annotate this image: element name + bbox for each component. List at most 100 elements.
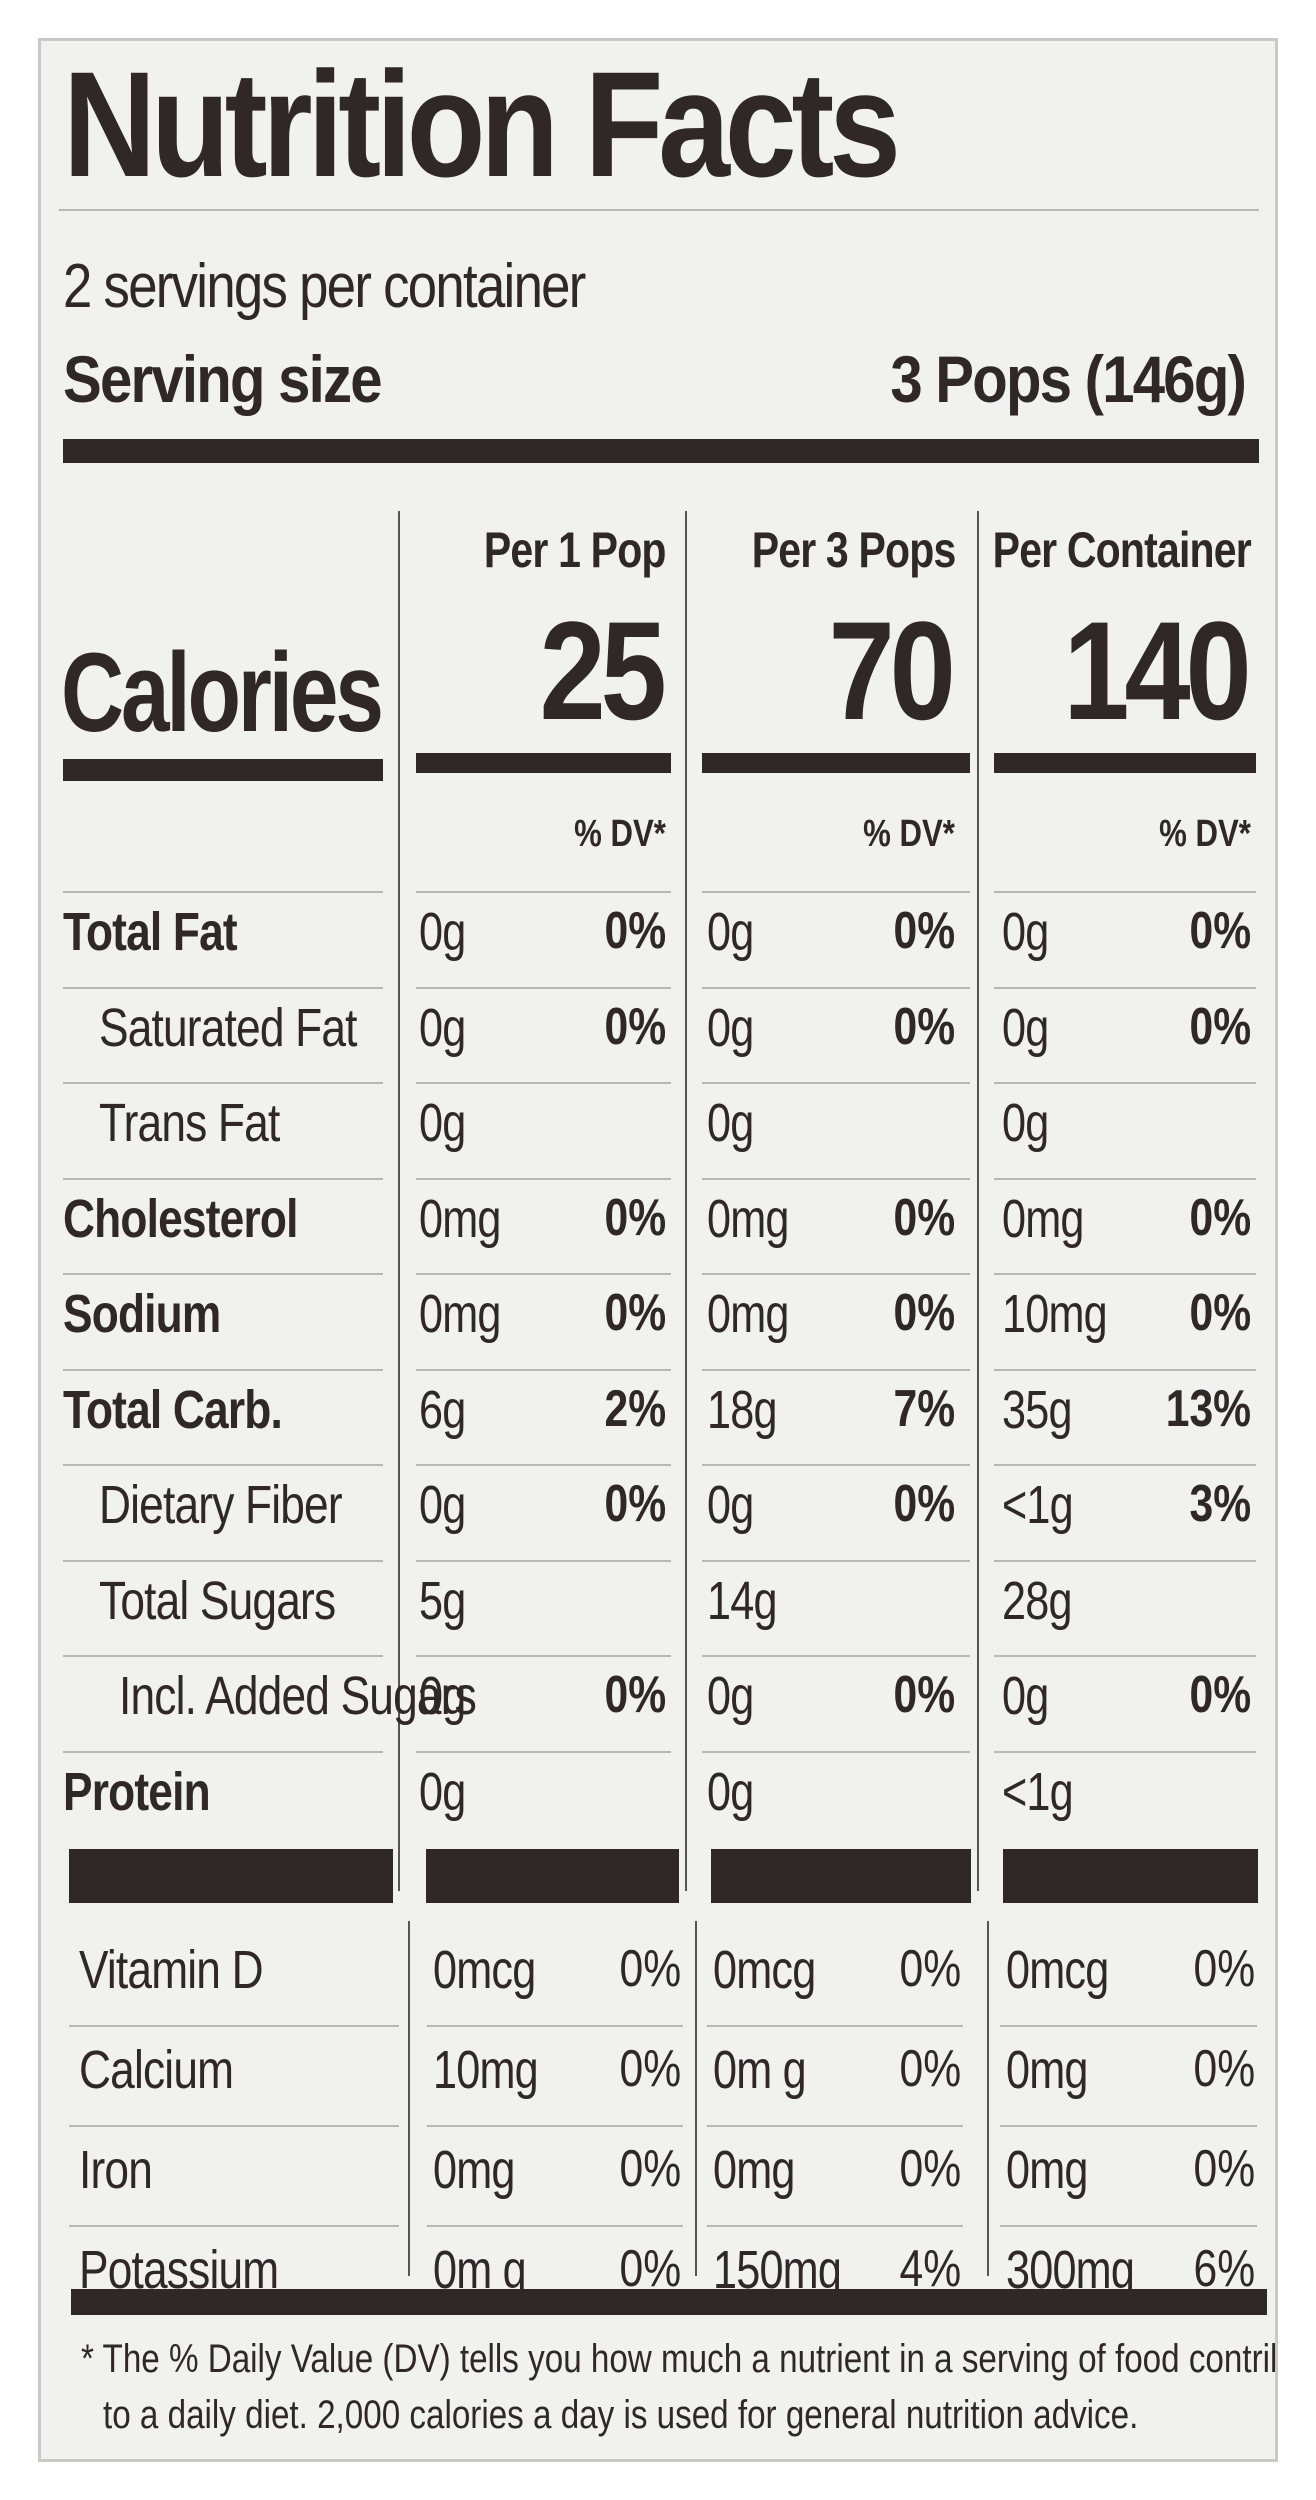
vitamin-name: Calcium bbox=[79, 2040, 234, 2100]
row-divider bbox=[416, 986, 671, 989]
nutrient-amount: 6g bbox=[419, 1379, 466, 1440]
nutrient-name: Saturated Fat bbox=[99, 997, 357, 1058]
column-header: Per 1 Pop bbox=[484, 522, 667, 578]
nutrient-name: Trans Fat bbox=[99, 1093, 280, 1153]
row-divider bbox=[994, 1177, 1256, 1180]
column-divider bbox=[977, 511, 979, 1891]
nutrient-amount: 14g bbox=[707, 1570, 777, 1631]
nutrient-name: Total Carb. bbox=[63, 1379, 283, 1440]
nutrient-amount: <1g bbox=[1002, 1761, 1074, 1822]
nutrient-dv: 0% bbox=[604, 902, 666, 960]
vitamin-section-bar bbox=[711, 1849, 971, 1903]
vitamin-dv: 0% bbox=[899, 2040, 961, 2098]
vitamin-dv: 6% bbox=[1193, 2240, 1255, 2298]
row-divider bbox=[427, 2225, 683, 2227]
nutrient-amount: 18g bbox=[707, 1379, 777, 1440]
nutrient-dv: 0% bbox=[1189, 1284, 1251, 1342]
nutrient-dv: 7% bbox=[893, 1379, 955, 1438]
footnote-line-1: * The % Daily Value (DV) tells you how m… bbox=[81, 2337, 1278, 2381]
row-divider bbox=[994, 1082, 1256, 1084]
vitamin-dv: 0% bbox=[619, 2140, 681, 2198]
row-divider bbox=[994, 891, 1256, 893]
nutrient-amount: 0g bbox=[419, 1475, 466, 1535]
row-divider bbox=[63, 1082, 383, 1084]
vitamin-dv: 0% bbox=[619, 2240, 681, 2298]
row-divider bbox=[1000, 2125, 1257, 2127]
nutrient-name: Sodium bbox=[63, 1284, 221, 1344]
calories-thick-bar bbox=[994, 753, 1256, 773]
nutrient-dv: 3% bbox=[1189, 1475, 1251, 1533]
row-divider bbox=[702, 1273, 970, 1275]
nutrient-amount: 0mg bbox=[707, 1284, 789, 1344]
serving-size-value: 3 Pops (146g) bbox=[890, 342, 1247, 416]
nutrient-amount: 0g bbox=[419, 1093, 466, 1153]
row-divider bbox=[63, 986, 383, 989]
calories-value: 70 bbox=[828, 592, 956, 749]
row-divider bbox=[63, 1750, 383, 1753]
nutrient-name: Protein bbox=[63, 1761, 211, 1822]
vitamin-amount: 0mg bbox=[713, 2140, 795, 2200]
servings-per-container: 2 servings per container bbox=[63, 252, 586, 321]
vitamin-amount: 0mcg bbox=[713, 1940, 816, 2000]
nutrient-amount: 5g bbox=[419, 1570, 466, 1631]
serving-size-label: Serving size bbox=[63, 342, 383, 416]
column-divider bbox=[408, 1921, 410, 2276]
row-divider bbox=[427, 2025, 683, 2027]
row-divider bbox=[994, 1750, 1256, 1753]
nutrient-amount: 0g bbox=[707, 1761, 754, 1822]
vitamin-section-bar bbox=[1003, 1849, 1258, 1903]
column-divider bbox=[685, 511, 687, 1891]
calories-value: 140 bbox=[1063, 592, 1252, 749]
row-divider bbox=[994, 1273, 1256, 1275]
nutrient-amount: 0g bbox=[1002, 1093, 1049, 1153]
vitamin-amount: 0m g bbox=[713, 2040, 807, 2100]
nutrient-amount: 0g bbox=[419, 1666, 466, 1726]
column-divider bbox=[398, 511, 400, 1891]
nutrient-dv: 0% bbox=[604, 1284, 666, 1342]
vitamin-name: Iron bbox=[79, 2140, 153, 2200]
column-header: Per Container bbox=[992, 522, 1252, 578]
row-divider bbox=[63, 891, 383, 893]
row-divider bbox=[1000, 2025, 1257, 2027]
nutrient-amount: 0mg bbox=[707, 1188, 789, 1249]
vitamin-dv: 0% bbox=[1193, 1940, 1255, 1998]
nutrient-amount: 28g bbox=[1002, 1570, 1072, 1631]
column-divider bbox=[987, 1921, 989, 2276]
nutrient-amount: 0g bbox=[1002, 902, 1049, 962]
nutrient-amount: 0mg bbox=[419, 1284, 501, 1344]
row-divider bbox=[416, 1655, 671, 1657]
nutrient-name: Cholesterol bbox=[63, 1188, 298, 1249]
footnote-thick-bar bbox=[71, 2289, 1267, 2315]
row-divider bbox=[702, 1464, 970, 1466]
row-divider bbox=[416, 1177, 671, 1180]
vitamin-amount: 0mg bbox=[1006, 2140, 1088, 2200]
row-divider bbox=[69, 2125, 399, 2127]
row-divider bbox=[416, 1368, 671, 1371]
nutrient-dv: 0% bbox=[1189, 1188, 1251, 1247]
row-divider bbox=[702, 1368, 970, 1371]
nutrient-amount: 0mg bbox=[419, 1188, 501, 1249]
nutrient-dv: 0% bbox=[1189, 997, 1251, 1056]
row-divider bbox=[63, 1273, 383, 1275]
title-divider bbox=[59, 209, 1259, 211]
nutrient-name: Dietary Fiber bbox=[99, 1475, 343, 1535]
row-divider bbox=[416, 1464, 671, 1466]
calories-thick-bar bbox=[702, 753, 970, 773]
calories-label-bar bbox=[63, 759, 383, 781]
nutrient-amount: 35g bbox=[1002, 1379, 1072, 1440]
vitamin-amount: 0mg bbox=[433, 2140, 515, 2200]
row-divider bbox=[416, 1750, 671, 1753]
dv-header: % DV* bbox=[863, 813, 955, 855]
dv-header: % DV* bbox=[1159, 813, 1251, 855]
label-title: Nutrition Facts bbox=[63, 40, 901, 208]
nutrient-dv: 0% bbox=[604, 1475, 666, 1533]
nutrient-amount: 0g bbox=[419, 1761, 466, 1822]
nutrient-amount: 0g bbox=[707, 1093, 754, 1153]
dv-header: % DV* bbox=[574, 813, 666, 855]
nutrient-amount: 0g bbox=[419, 997, 466, 1058]
vitamin-dv: 0% bbox=[899, 2140, 961, 2198]
nutrient-amount: 0mg bbox=[1002, 1188, 1084, 1249]
nutrient-dv: 0% bbox=[1189, 902, 1251, 960]
nutrient-dv: 0% bbox=[893, 1666, 955, 1724]
row-divider bbox=[702, 1082, 970, 1084]
